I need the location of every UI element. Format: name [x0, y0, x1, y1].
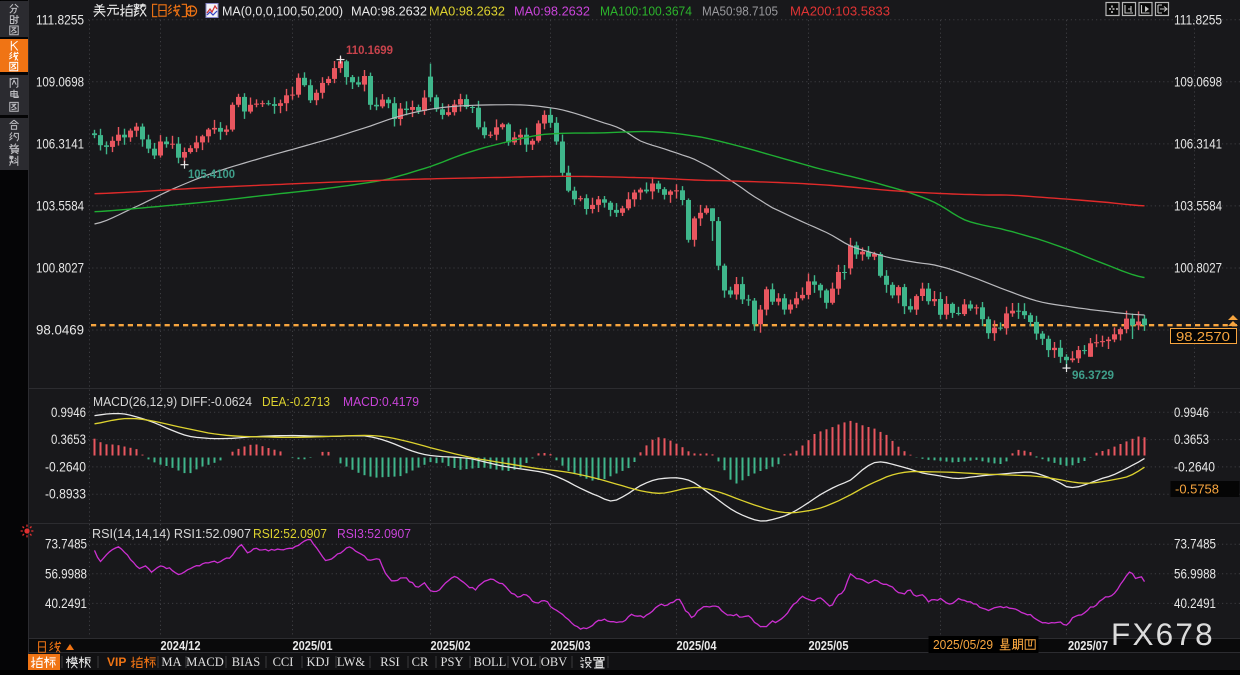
svg-text:CCI: CCI	[273, 655, 294, 669]
svg-text:-0.2640: -0.2640	[45, 459, 86, 474]
svg-text:96.3729: 96.3729	[1072, 368, 1114, 382]
svg-text:MA0:98.2632: MA0:98.2632	[351, 4, 427, 19]
svg-text:103.5584: 103.5584	[36, 198, 84, 213]
svg-text:RSI: RSI	[380, 655, 399, 669]
svg-text:0.9946: 0.9946	[51, 405, 86, 420]
svg-text:0.3653: 0.3653	[1174, 432, 1209, 447]
svg-text:106.3141: 106.3141	[36, 136, 84, 151]
svg-text:-0.5758: -0.5758	[1175, 483, 1219, 497]
svg-text:0.3653: 0.3653	[51, 432, 86, 447]
svg-text:98.0469: 98.0469	[36, 323, 84, 338]
svg-text:2025/07: 2025/07	[1068, 638, 1108, 653]
svg-text:KDJ: KDJ	[307, 655, 330, 669]
svg-text:DEA:-0.2713: DEA:-0.2713	[262, 394, 330, 409]
svg-text:100.8027: 100.8027	[36, 261, 84, 276]
svg-text:MA200:103.5833: MA200:103.5833	[790, 4, 890, 19]
svg-text:105.4100: 105.4100	[188, 167, 235, 181]
svg-text:2025/02: 2025/02	[431, 638, 471, 653]
svg-text:MACD(26,12,9) DIFF:-0.0624: MACD(26,12,9) DIFF:-0.0624	[93, 394, 252, 409]
svg-text:111.8255: 111.8255	[36, 12, 84, 27]
svg-text:109.0698: 109.0698	[36, 74, 84, 89]
svg-text:109.0698: 109.0698	[1174, 74, 1222, 89]
svg-text:2025/03: 2025/03	[551, 638, 591, 653]
svg-text:0.9946: 0.9946	[1174, 405, 1209, 420]
svg-text:MA0:98.2632: MA0:98.2632	[514, 4, 590, 19]
svg-text:111.8255: 111.8255	[1174, 12, 1222, 27]
svg-text:106.3141: 106.3141	[1174, 136, 1222, 151]
svg-text:MACD: MACD	[186, 655, 224, 669]
svg-text:RSI(14,14,14) RSI1:52.0907: RSI(14,14,14) RSI1:52.0907	[92, 526, 251, 541]
svg-text:-0.8933: -0.8933	[45, 487, 86, 502]
svg-text:VIP: VIP	[107, 655, 126, 669]
svg-text:40.2491: 40.2491	[45, 596, 87, 611]
svg-text:73.7485: 73.7485	[1174, 537, 1216, 552]
svg-text:2025/04: 2025/04	[677, 638, 718, 653]
svg-text:LW&: LW&	[337, 655, 366, 669]
svg-text:MA(0,0,0,100,50,200): MA(0,0,0,100,50,200)	[222, 4, 343, 19]
svg-text:98.2570: 98.2570	[1176, 329, 1230, 344]
svg-text:73.7485: 73.7485	[45, 537, 87, 552]
svg-text:40.2491: 40.2491	[1174, 596, 1216, 611]
svg-text:VOL: VOL	[511, 655, 537, 669]
svg-text:-0.2640: -0.2640	[1174, 459, 1215, 474]
svg-text:100.8027: 100.8027	[1174, 261, 1222, 276]
svg-text:MA100:100.3674: MA100:100.3674	[600, 4, 692, 19]
svg-text:CR: CR	[412, 655, 429, 669]
svg-text:MA: MA	[161, 655, 181, 669]
svg-text:110.1699: 110.1699	[346, 43, 393, 57]
svg-text:2025/05/29: 2025/05/29	[933, 638, 993, 652]
svg-text:RSI2:52.0907: RSI2:52.0907	[253, 526, 327, 541]
svg-text:PSY: PSY	[441, 655, 464, 669]
svg-text:BOLL: BOLL	[474, 655, 507, 669]
svg-text:MACD:0.4179: MACD:0.4179	[343, 394, 419, 409]
svg-text:56.9988: 56.9988	[45, 566, 87, 581]
svg-text:2025/01: 2025/01	[293, 638, 333, 653]
svg-text:OBV: OBV	[541, 655, 567, 669]
svg-text:2024/12: 2024/12	[161, 638, 201, 653]
svg-text:MA0:98.2632: MA0:98.2632	[429, 4, 505, 19]
svg-text:FX678: FX678	[1111, 616, 1215, 652]
svg-text:56.9988: 56.9988	[1174, 566, 1216, 581]
svg-text:BIAS: BIAS	[232, 655, 261, 669]
svg-text:MA50:98.7105: MA50:98.7105	[702, 4, 778, 19]
svg-text:RSI3:52.0907: RSI3:52.0907	[337, 526, 411, 541]
svg-text:103.5584: 103.5584	[1174, 198, 1222, 213]
svg-text:2025/05: 2025/05	[809, 638, 849, 653]
